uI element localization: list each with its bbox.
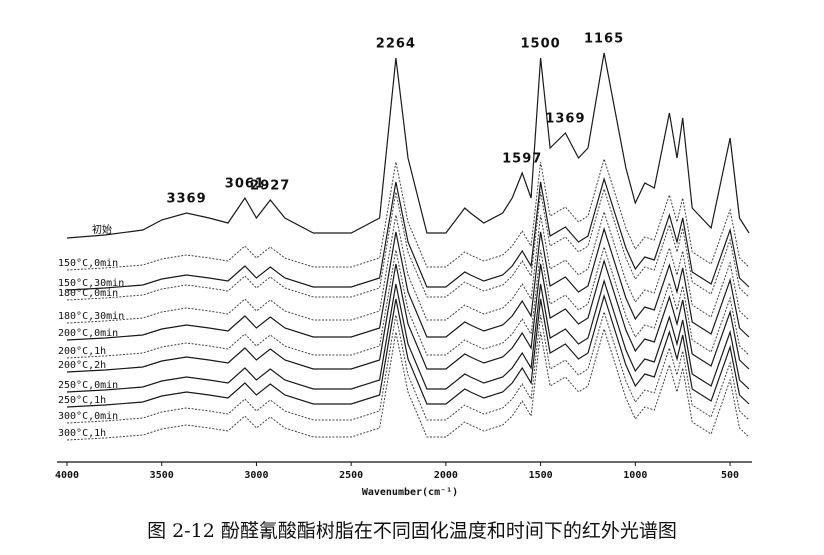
legend-label: 200°C,0min	[58, 328, 118, 339]
peak-label: 2927	[250, 179, 290, 194]
spectrum-line	[66, 310, 750, 424]
spectrum-line	[66, 187, 750, 301]
legend-label: 180°C,30min	[58, 311, 124, 322]
legend-label: 300°C,0min	[58, 411, 118, 422]
spectrum-line	[66, 210, 750, 324]
spectrum-line	[66, 157, 750, 271]
legend-label: 250°C,0min	[58, 380, 118, 391]
x-tick-label: 3000	[244, 470, 268, 481]
x-tick-label: 500	[721, 470, 739, 481]
x-tick-label: 4000	[55, 470, 79, 481]
spectrum-line	[66, 176, 750, 291]
peak-label: 1165	[584, 32, 624, 47]
peak-label: 1500	[521, 37, 561, 52]
legend-label: 200°C,1h	[58, 346, 106, 357]
spectrum-line	[66, 245, 750, 359]
peak-label: 1597	[502, 152, 542, 167]
caption: 图 2-12 酚醛氰酸酯树脂在不同固化温度和时间下的红外光谱图	[147, 520, 677, 542]
spectrum-line	[66, 258, 750, 373]
spectrum-line	[66, 226, 750, 341]
x-tick-label: 2000	[434, 470, 458, 481]
peak-label: 3369	[166, 192, 206, 207]
x-tick-label: 2500	[339, 470, 363, 481]
peak-label: 1369	[545, 112, 585, 127]
peak-label: 3061	[225, 177, 265, 192]
legend-label: 200°C,2h	[58, 360, 106, 371]
spectrum-line	[66, 327, 750, 441]
legend-label: 250°C,1h	[58, 395, 106, 406]
x-tick-label: 1000	[623, 470, 647, 481]
spectrum-line	[66, 52, 750, 239]
x-tick-label: 3500	[150, 470, 174, 481]
legend-label: 150°C,30min	[58, 278, 124, 289]
spectrum-line	[66, 293, 750, 408]
x-axis-label: Wavenumber(cm⁻¹)	[362, 487, 458, 498]
x-tick-label: 1500	[529, 470, 553, 481]
legend-label: 300°C,1h	[58, 428, 106, 439]
legend-label: 150°C,0min	[58, 258, 118, 269]
peak-label: 2264	[376, 37, 416, 52]
spectrum-line	[66, 278, 750, 393]
legend-label: 初始	[92, 223, 112, 236]
legend-label: 180°C,0min	[58, 288, 118, 299]
